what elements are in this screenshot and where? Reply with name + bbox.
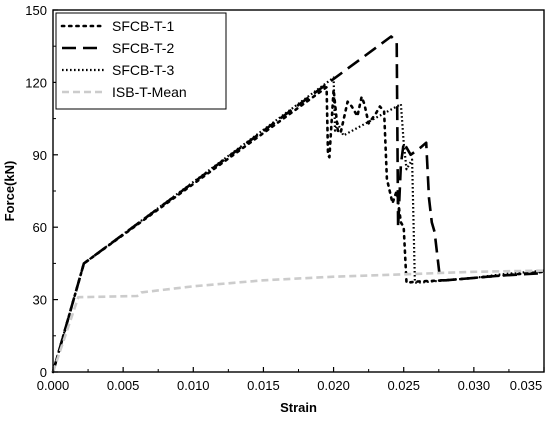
x-tick-label: 0.020 <box>317 378 350 393</box>
y-tick-label: 30 <box>33 293 47 308</box>
x-axis-title: Strain <box>280 400 317 415</box>
series-line-1 <box>51 85 546 374</box>
series-line-3 <box>51 76 545 373</box>
legend-label-4: ISB-T-Mean <box>112 84 187 100</box>
x-tick-label: 0.030 <box>458 378 491 393</box>
x-tick-label: 0.005 <box>107 378 140 393</box>
x-tick-label: 0.015 <box>247 378 280 393</box>
x-tick-label: 0.000 <box>37 378 70 393</box>
series-layer <box>51 35 546 374</box>
series-line-4 <box>51 269 545 373</box>
x-tick-label: 0.010 <box>177 378 210 393</box>
y-tick-label: 60 <box>33 220 47 235</box>
y-tick-label: 90 <box>33 148 47 163</box>
series-line-2 <box>51 35 545 373</box>
y-tick-label: 150 <box>25 3 47 18</box>
x-tick-label: 0.035 <box>510 378 543 393</box>
y-tick-label: 120 <box>25 75 47 90</box>
legend-label-2: SFCB-T-2 <box>112 40 174 56</box>
legend-label-3: SFCB-T-3 <box>112 62 174 78</box>
y-axis-title: Force(kN) <box>2 161 17 222</box>
ticks-layer: 0.000 0.005 0.010 0.015 0.020 0.025 0.030 0.035… <box>25 3 545 393</box>
legend-label-1: SFCB-T-1 <box>112 18 174 34</box>
y-tick-label: 0 <box>40 365 47 380</box>
legend: SFCB-T-1 SFCB-T-2 SFCB-T-3 ISB-T-Mean <box>55 12 227 110</box>
x-tick-label: 0.025 <box>387 378 420 393</box>
